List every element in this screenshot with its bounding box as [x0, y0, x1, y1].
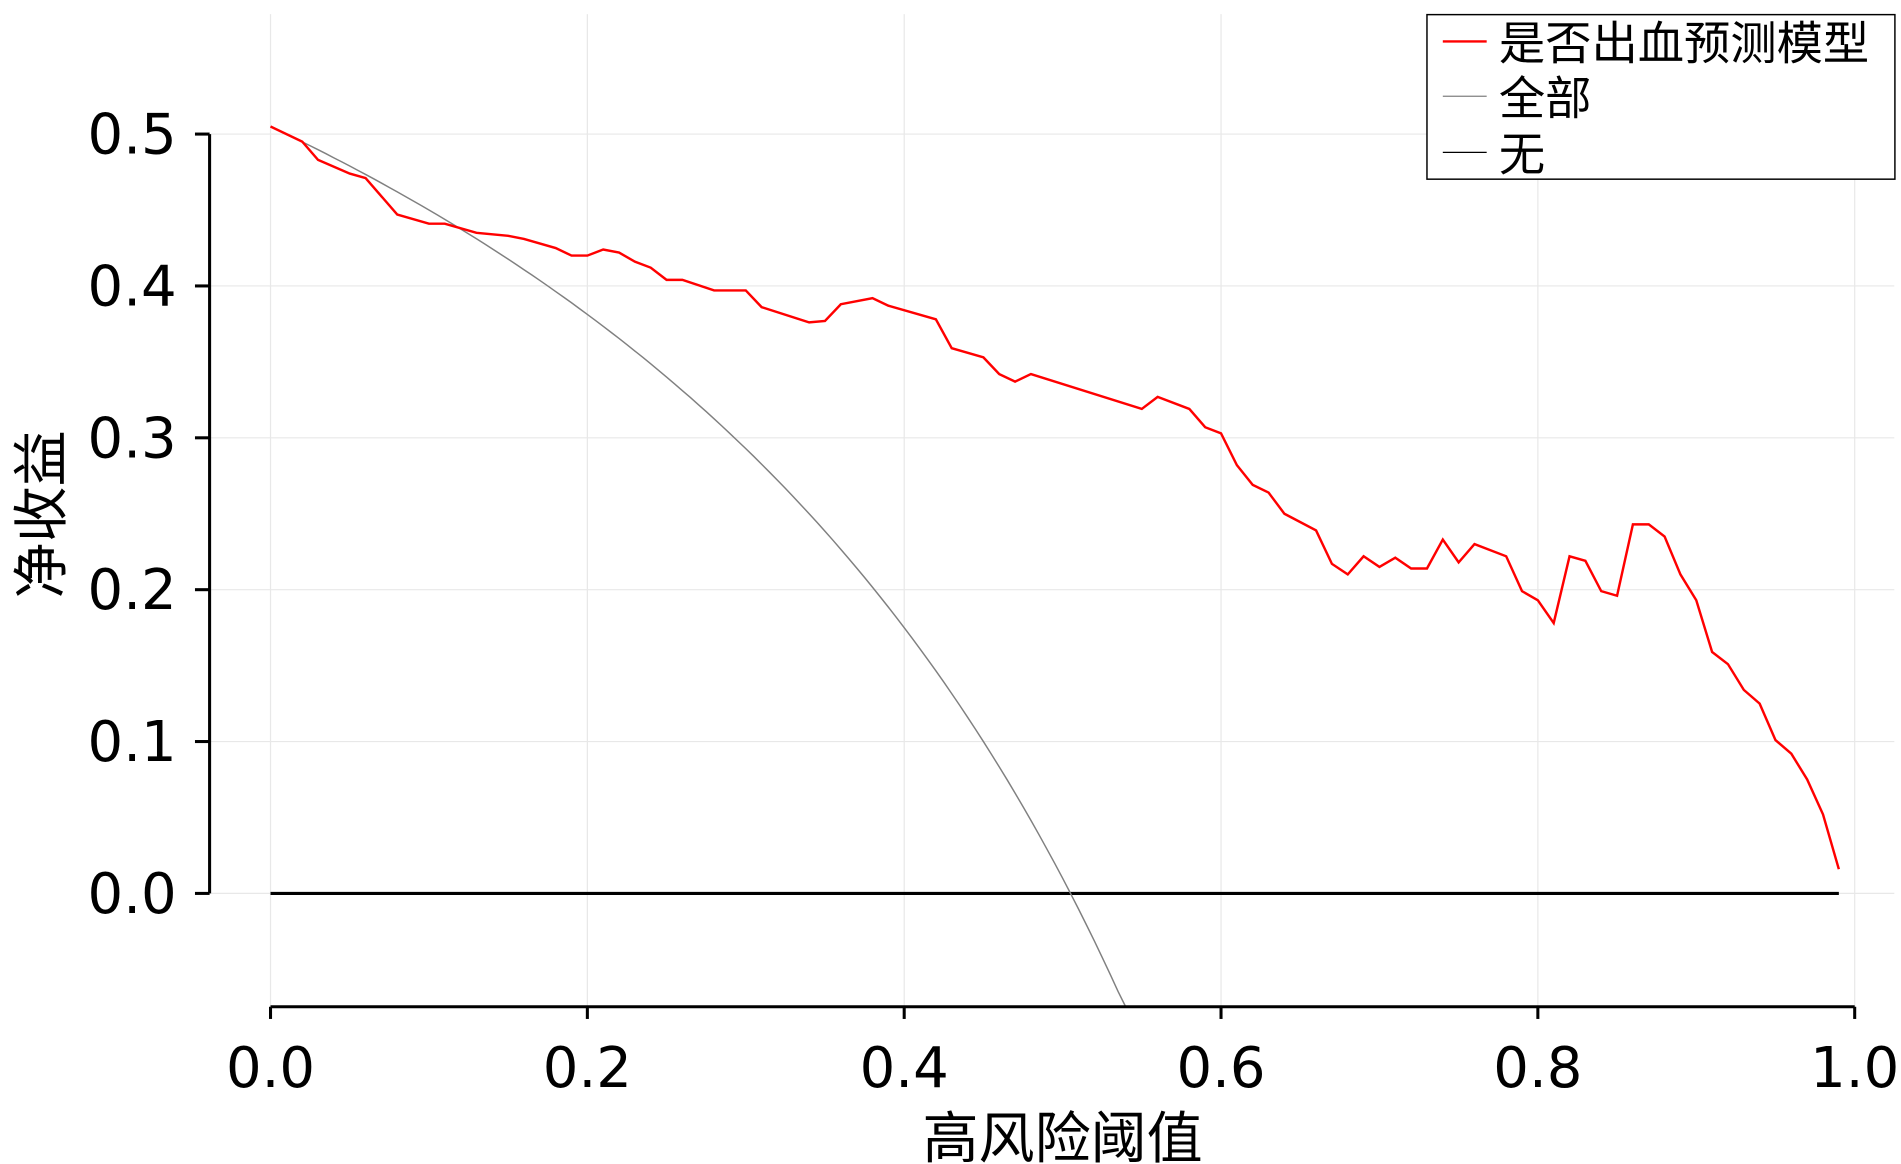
y-tick-label: 0.4 — [88, 254, 177, 319]
legend-label-model: 是否出血预测模型 — [1499, 17, 1869, 71]
model-line — [270, 125, 1841, 870]
x-tick-label: 1.0 — [1810, 1036, 1899, 1101]
legend-box — [1426, 13, 1896, 180]
x-tick-label: 0.4 — [860, 1036, 949, 1101]
y-tick-label: 0.5 — [88, 103, 177, 168]
x-axis-label: 高风险阈值 — [923, 1107, 1203, 1164]
axes: 0.0 0.2 0.4 0.6 0.8 1.0 0.0 0.1 0.2 0.3 0.4 0.5 — [88, 103, 1900, 1102]
series-layer — [270, 125, 1841, 1008]
legend-label-none: 无 — [1499, 128, 1545, 182]
x-tick-label: 0.2 — [543, 1036, 632, 1101]
legend: 是否出血预测模型 全部 无 — [1426, 13, 1896, 182]
legend-label-all: 全部 — [1499, 72, 1592, 126]
x-tick-label: 0.0 — [226, 1036, 315, 1101]
y-tick-label: 0.1 — [88, 710, 177, 775]
x-tick-label: 0.6 — [1176, 1036, 1265, 1101]
treat-all-line — [270, 125, 1127, 1008]
y-tick-label: 0.2 — [88, 558, 177, 623]
x-tick-label: 0.8 — [1493, 1036, 1582, 1101]
y-tick-label: 0.3 — [88, 406, 177, 471]
y-tick-label: 0.0 — [88, 862, 177, 927]
y-axis-label: 净收益 — [10, 430, 75, 598]
